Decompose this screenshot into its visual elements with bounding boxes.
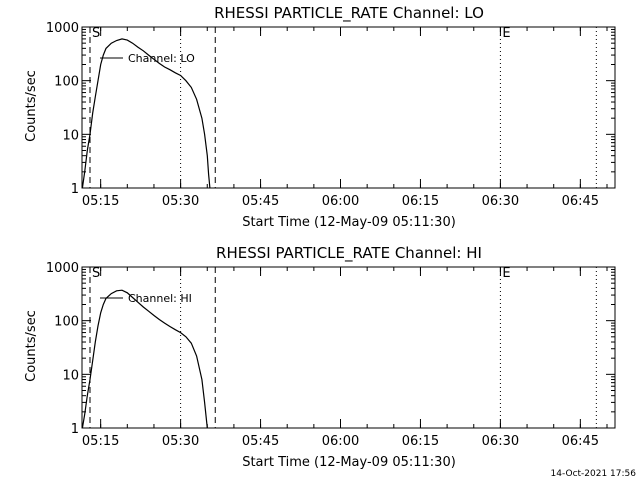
x-axis-label: Start Time (12-May-09 05:11:30): [242, 455, 456, 470]
x-tick-label: 06:45: [562, 194, 599, 209]
x-tick-label: 06:30: [482, 194, 519, 209]
plot-frame: [81, 26, 616, 189]
y-axis-label: Counts/sec: [24, 70, 39, 142]
x-tick-label: 06:30: [482, 434, 519, 449]
y-tick-label: 100: [54, 315, 79, 330]
footer-timestamp: 14-Oct-2021 17:56: [551, 469, 637, 479]
panel-lo: RHESSI PARTICLE_RATE Channel: LO Start T…: [24, 4, 616, 230]
series-line: [81, 289, 208, 429]
plot-frame: [81, 266, 616, 429]
panel-hi: RHESSI PARTICLE_RATE Channel: HI Start T…: [24, 244, 616, 470]
panel-title: RHESSI PARTICLE_RATE Channel: LO: [214, 4, 484, 23]
x-tick-label: 06:15: [402, 194, 439, 209]
x-tick-label: 06:15: [402, 434, 439, 449]
x-tick-label: 06:00: [322, 434, 359, 449]
x-tick-label: 05:45: [242, 194, 279, 209]
x-tick-label: 05:15: [82, 434, 119, 449]
panel-title: RHESSI PARTICLE_RATE Channel: HI: [216, 244, 482, 263]
marker-label: E: [502, 266, 510, 281]
series-line: [81, 38, 211, 189]
y-axis-label: Counts/sec: [24, 310, 39, 382]
x-tick-label: 05:30: [162, 434, 199, 449]
x-tick-label: 05:30: [162, 194, 199, 209]
y-tick-label: 10: [62, 128, 79, 143]
y-tick-label: 100: [54, 75, 79, 90]
legend-label: Channel: LO: [128, 52, 195, 65]
x-tick-label: 06:00: [322, 194, 359, 209]
y-tick-label: 1: [71, 422, 79, 437]
x-tick-label: 05:15: [82, 194, 119, 209]
y-tick-label: 10: [62, 368, 79, 383]
marker-label: E: [502, 26, 510, 41]
legend-label: Channel: HI: [128, 292, 192, 305]
x-tick-label: 06:45: [562, 434, 599, 449]
y-tick-label: 1000: [46, 21, 79, 36]
marker-label: S: [92, 26, 100, 41]
x-axis-label: Start Time (12-May-09 05:11:30): [242, 215, 456, 230]
marker-label: S: [92, 266, 100, 281]
x-tick-label: 05:45: [242, 434, 279, 449]
y-tick-label: 1000: [46, 261, 79, 276]
y-tick-label: 1: [71, 182, 79, 197]
